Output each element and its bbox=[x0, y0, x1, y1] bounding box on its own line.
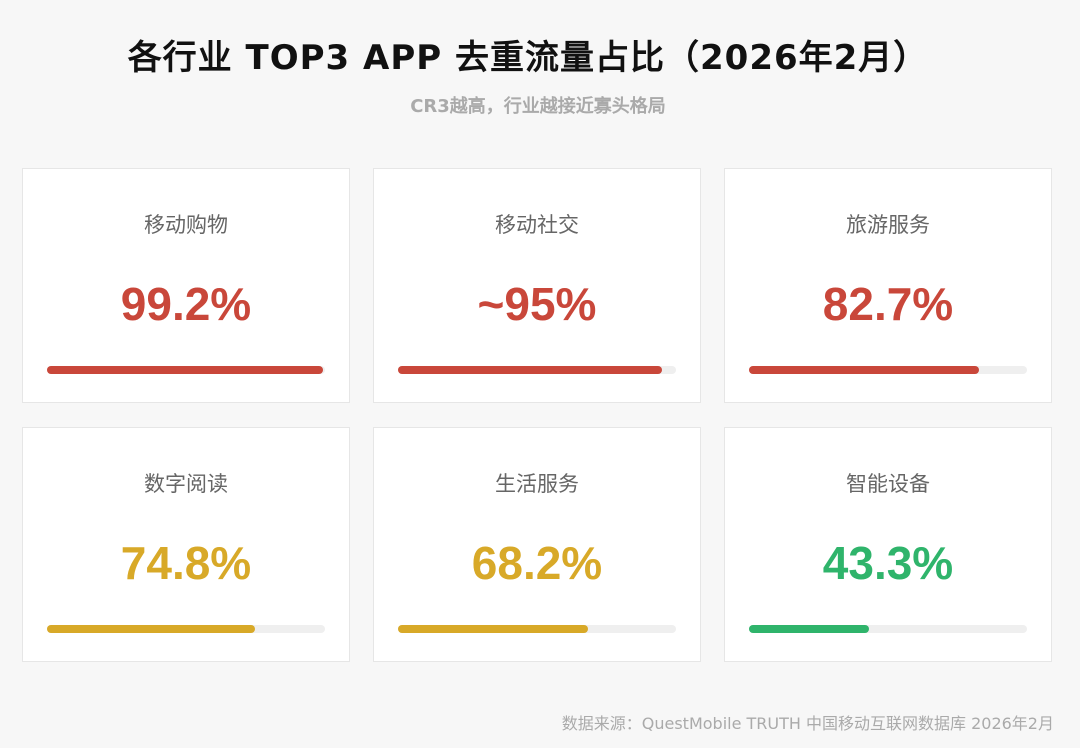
progress-track bbox=[47, 366, 325, 374]
progress-fill bbox=[47, 625, 255, 633]
industry-label: 旅游服务 bbox=[846, 213, 930, 237]
cr3-value: 68.2% bbox=[471, 537, 603, 589]
cr3-value: 43.3% bbox=[822, 537, 954, 589]
industry-label: 生活服务 bbox=[495, 472, 579, 496]
cr3-value: 99.2% bbox=[120, 278, 252, 330]
progress-track bbox=[398, 625, 676, 633]
progress-track bbox=[749, 625, 1027, 633]
progress-fill bbox=[398, 625, 588, 633]
cr3-value: 82.7% bbox=[822, 278, 954, 330]
progress-track bbox=[749, 366, 1027, 374]
progress-fill bbox=[398, 366, 663, 374]
progress-track bbox=[47, 625, 325, 633]
progress-fill bbox=[749, 366, 979, 374]
industry-card: 智能设备 43.3% bbox=[724, 427, 1052, 662]
industry-label: 移动购物 bbox=[144, 213, 228, 237]
industry-label: 智能设备 bbox=[846, 472, 930, 496]
industry-card: 数字阅读 74.8% bbox=[22, 427, 350, 662]
industry-card: 生活服务 68.2% bbox=[373, 427, 701, 662]
progress-fill bbox=[749, 625, 870, 633]
industry-card: 旅游服务 82.7% bbox=[724, 168, 1052, 403]
cr3-value: ~95% bbox=[477, 278, 597, 330]
page-subtitle: CR3越高，行业越接近寡头格局 bbox=[410, 96, 666, 117]
cr3-value: 74.8% bbox=[120, 537, 252, 589]
page-title: 各行业 TOP3 APP 去重流量占比（2026年2月） bbox=[127, 38, 929, 78]
industry-card: 移动购物 99.2% bbox=[22, 168, 350, 403]
industry-label: 移动社交 bbox=[495, 213, 579, 237]
progress-track bbox=[398, 366, 676, 374]
data-source: 数据来源：QuestMobile TRUTH 中国移动互联网数据库 2026年2… bbox=[561, 714, 1054, 733]
industry-label: 数字阅读 bbox=[144, 472, 228, 496]
industry-card: 移动社交 ~95% bbox=[373, 168, 701, 403]
progress-fill bbox=[47, 366, 323, 374]
